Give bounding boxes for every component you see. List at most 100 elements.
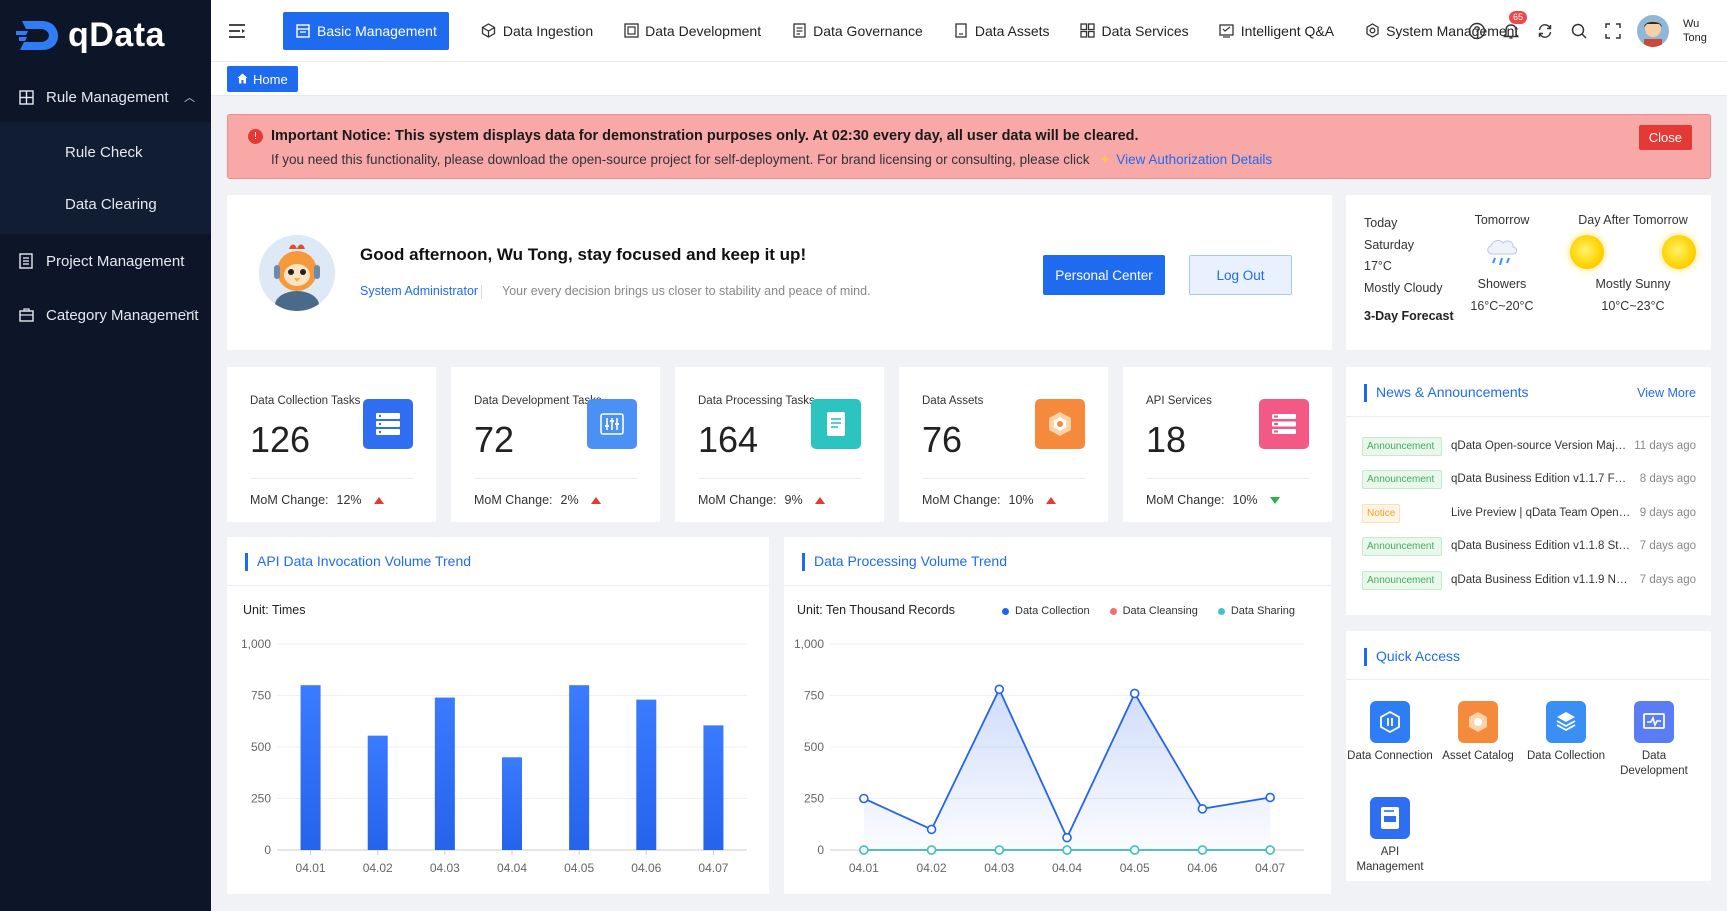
list-stack-icon [1259, 399, 1309, 449]
sidebar-item-label: Category Management [46, 306, 199, 324]
mom-label: MoM Change: [474, 493, 553, 507]
line-chart: 0 250 500 750 1,000 04.01 04.02 04.03 04.04 04.05… [794, 637, 1304, 875]
bar [636, 699, 657, 850]
sidebar-item-rule-management[interactable]: Rule Management ︿ [0, 72, 211, 122]
news-tag: Announcement [1362, 469, 1442, 489]
user-name[interactable]: Wu Tong [1683, 17, 1717, 45]
topnav-data-development[interactable]: Data Development [609, 12, 775, 50]
app-logo[interactable]: qData [0, 0, 211, 70]
gear-icon [1364, 23, 1380, 39]
data-development-icon [1634, 701, 1674, 743]
sidebar-item-project-management[interactable]: Project Management [0, 234, 211, 288]
x-tick-label: 04.01 [849, 861, 879, 875]
notice-close-button[interactable]: Close [1638, 125, 1692, 150]
weather-day-after-condition: Mostly Sunny [1595, 277, 1671, 291]
data-point [1062, 832, 1072, 843]
news-item[interactable]: Announcement qData Business Edition v1.1… [1362, 535, 1696, 557]
help-icon[interactable] [1467, 21, 1487, 41]
news-item[interactable]: Announcement qData Business Edition v1.1… [1362, 468, 1696, 490]
topnav-data-governance[interactable]: Data Governance [777, 12, 937, 50]
news-item[interactable]: Announcement qData Business Edition v1.1… [1362, 569, 1696, 591]
user-avatar[interactable] [1637, 15, 1669, 47]
stat-card-data-processing[interactable]: Data Processing Tasks 164 MoM Change: 9% [675, 367, 884, 522]
x-tick-label: 04.02 [363, 861, 393, 875]
weather-tomorrow: Tomorrow Showers 16°C~20°C [1464, 213, 1540, 313]
rain-cloud-icon [1464, 227, 1540, 277]
trend-up-icon [373, 496, 384, 504]
divider [250, 478, 414, 479]
grid-icon [18, 89, 34, 105]
news-tag: Notice [1362, 503, 1400, 523]
sidebar-item-data-clearing[interactable]: Data Clearing [65, 195, 157, 213]
weather-today-temp: 17°C [1364, 259, 1392, 273]
fullscreen-icon[interactable] [1603, 21, 1623, 41]
x-tick-label: 04.07 [1255, 861, 1285, 875]
notice-body-text: If you need this functionality, please d… [271, 152, 1090, 167]
sidebar-item-category-management[interactable]: Category Management ﹀ [0, 288, 211, 342]
news-tag: Announcement [1362, 436, 1442, 456]
data-point [1129, 688, 1140, 699]
topnav-data-services[interactable]: Data Services [1066, 12, 1203, 50]
topnav-system-management[interactable]: System Management [1350, 12, 1532, 50]
stat-value: 164 [698, 419, 759, 460]
divider [1146, 478, 1310, 479]
x-tick-label: 04.05 [1120, 861, 1150, 875]
stat-label: Data Collection Tasks [250, 395, 361, 407]
news-item-title: Live Preview | qData Team Open Day [1451, 507, 1631, 519]
quick-data-collection[interactable]: Data Collection [1522, 701, 1610, 764]
sidebar-item-rule-check[interactable]: Rule Check [65, 143, 143, 161]
authorization-details-link[interactable]: View Authorization Details [1116, 152, 1273, 167]
welcome-card: Good afternoon, Wu Tong, stay focused an… [227, 195, 1332, 350]
header-tools: 65 Wu Tong [1467, 0, 1717, 62]
news-tag: Announcement [1362, 570, 1442, 590]
topnav-data-ingestion[interactable]: Data Ingestion [467, 12, 607, 50]
quick-data-development[interactable]: Data Development [1610, 701, 1698, 779]
server-icon [363, 399, 413, 449]
stat-value: 72 [474, 419, 515, 460]
news-item[interactable]: Notice Live Preview | qData Team Open Da… [1362, 502, 1696, 524]
y-tick-label: 0 [817, 843, 824, 857]
menu-toggle-icon[interactable] [211, 23, 263, 39]
quick-data-connection[interactable]: Data Connection [1346, 701, 1434, 764]
search-icon[interactable] [1569, 21, 1589, 41]
sparkle-icon: ✦ [1099, 152, 1111, 167]
trend-up-icon [590, 496, 601, 504]
stat-value: 18 [1146, 419, 1187, 460]
view-more-link[interactable]: View More [1637, 386, 1696, 400]
refresh-icon[interactable] [1535, 21, 1555, 41]
bell-icon[interactable]: 65 [1501, 11, 1528, 41]
sun-icon [1570, 235, 1604, 269]
x-tick-label: 04.03 [430, 861, 460, 875]
stat-value: 76 [922, 419, 963, 460]
news-item[interactable]: Announcement qData Open-source Version M… [1362, 435, 1696, 457]
sidebar: qData Rule Management ︿ Rule Check Data … [0, 0, 211, 911]
stat-card-data-collection[interactable]: Data Collection Tasks 126 MoM Change: 12… [227, 367, 436, 522]
qdata-logo-icon [16, 21, 58, 50]
stat-card-api-services[interactable]: API Services 18 MoM Change: 10% [1123, 367, 1332, 522]
data-processing-chart-card: Data Processing Volume Trend Unit: Ten T… [784, 537, 1331, 894]
divider [922, 478, 1086, 479]
quick-access-card: Quick Access Data Connection Asset Catal… [1346, 631, 1711, 881]
sidebar-item-label: Project Management [46, 252, 185, 270]
topnav-intelligent-qa[interactable]: Intelligent Q&A [1205, 12, 1348, 50]
topnav-data-assets[interactable]: Data Assets [939, 12, 1064, 50]
topnav-label: Data Governance [813, 22, 923, 39]
bar [300, 685, 321, 850]
data-services-icon [1080, 23, 1096, 39]
tab-home[interactable]: Home [227, 66, 298, 92]
stat-card-data-assets[interactable]: Data Assets 76 MoM Change: 10% [899, 367, 1108, 522]
quick-api-management[interactable]: API Management [1346, 797, 1434, 875]
mom-value: 9% [784, 493, 803, 507]
personal-center-button[interactable]: Personal Center [1043, 255, 1165, 295]
quick-asset-catalog[interactable]: Asset Catalog [1434, 701, 1522, 764]
bar [569, 685, 590, 850]
tab-bar: Home [211, 62, 1727, 96]
weather-tomorrow-range: 16°C~20°C [1470, 299, 1534, 313]
legend-dot [1109, 607, 1117, 615]
weather-day-after: Day After Tomorrow Mostly Sunny 10°C~23°… [1558, 213, 1708, 313]
logout-button[interactable]: Log Out [1189, 255, 1292, 295]
stat-card-data-development[interactable]: Data Development Tasks 72 MoM Change: 2% [451, 367, 660, 522]
legend-dot [1217, 607, 1225, 615]
topnav-basic-management[interactable]: Basic Management [283, 11, 449, 50]
quick-item-label: Data Development [1620, 750, 1688, 777]
